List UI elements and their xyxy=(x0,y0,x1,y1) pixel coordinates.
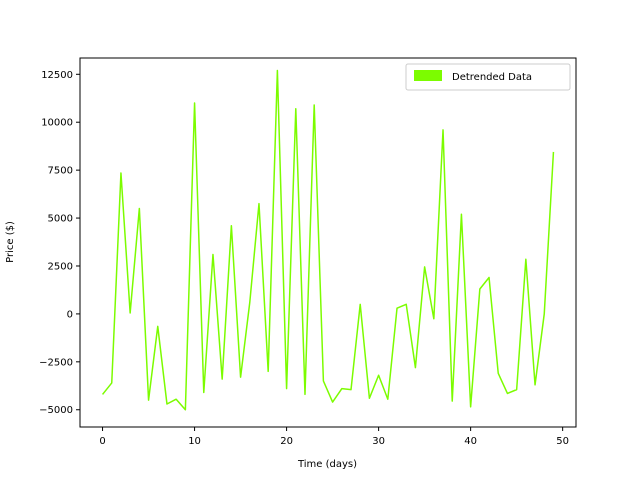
x-tick-label: 0 xyxy=(99,436,105,447)
x-tick-label: 30 xyxy=(372,436,385,447)
y-tick-label: 10000 xyxy=(41,118,73,129)
x-tick-label: 10 xyxy=(188,436,201,447)
x-tick-label: 50 xyxy=(556,436,569,447)
x-axis-label: Time (days) xyxy=(297,459,357,470)
y-tick-label: 7500 xyxy=(48,166,73,177)
series-line-0 xyxy=(101,69,555,411)
plot-frame xyxy=(79,57,577,428)
legend-swatch xyxy=(414,70,442,81)
x-tick-label: 40 xyxy=(464,436,477,447)
y-tick-label: 5000 xyxy=(48,214,73,225)
y-axis-label: Price ($) xyxy=(5,221,16,263)
legend: Detrended Data xyxy=(405,63,571,91)
plot-area xyxy=(101,69,555,411)
y-tick-label: 0 xyxy=(67,309,73,320)
legend-label: Detrended Data xyxy=(452,72,532,83)
axes: 0 10 20 30 40 50 −5000 −2500 0 2500 5000 7500 10000 1… xyxy=(39,57,577,447)
y-tick-label: −5000 xyxy=(39,405,73,416)
y-tick-label: 2500 xyxy=(48,261,73,272)
x-tick-label: 20 xyxy=(280,436,293,447)
y-tick-label: 12500 xyxy=(41,70,73,81)
y-tick-label: −2500 xyxy=(39,357,73,368)
legend-box xyxy=(405,63,571,91)
